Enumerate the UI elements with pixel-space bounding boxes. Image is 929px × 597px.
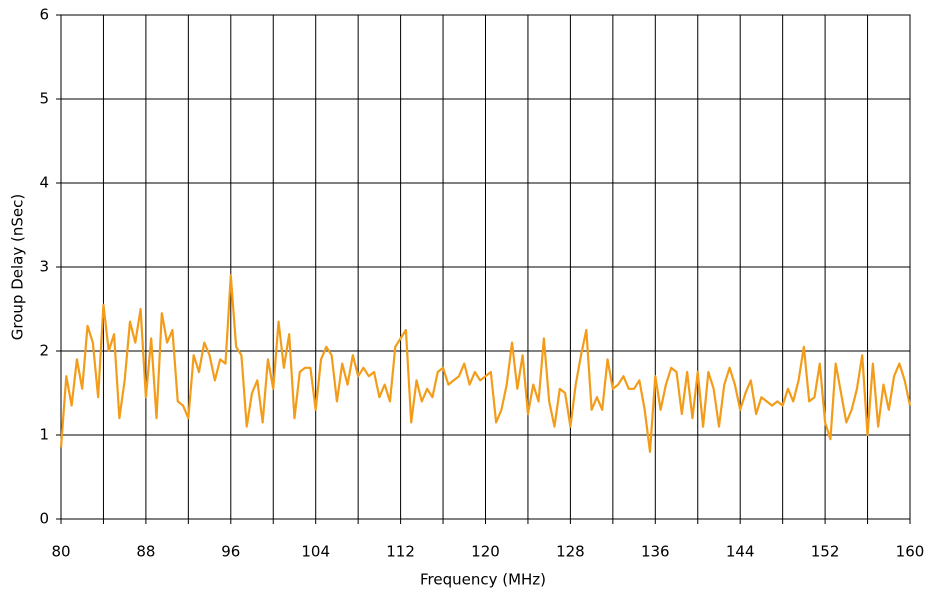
x-tick-label: 120 <box>471 543 500 561</box>
y-tick-label: 5 <box>39 90 49 108</box>
x-tick-label: 96 <box>221 543 240 561</box>
x-tick-label: 128 <box>556 543 585 561</box>
x-tick-label: 104 <box>301 543 330 561</box>
x-tick-label: 152 <box>811 543 840 561</box>
y-tick-label: 0 <box>39 510 49 528</box>
x-tick-label: 136 <box>641 543 670 561</box>
data-line <box>59 274 912 453</box>
x-tick-label: 144 <box>726 543 755 561</box>
y-tick-label: 2 <box>39 342 49 360</box>
y-tick-label: 4 <box>39 174 49 192</box>
y-tick-label: 1 <box>39 426 49 444</box>
y-tick-label: 3 <box>39 258 49 276</box>
y-axis-title: Group Delay (nSec) <box>9 194 27 340</box>
x-tick-label: 88 <box>136 543 155 561</box>
y-tick-label: 6 <box>39 6 49 24</box>
x-axis-title: Frequency (MHz) <box>420 571 546 589</box>
x-tick-label: 160 <box>896 543 925 561</box>
x-tick-label: 112 <box>386 543 415 561</box>
plot-border <box>60 14 911 520</box>
x-tick-label: 80 <box>51 543 70 561</box>
